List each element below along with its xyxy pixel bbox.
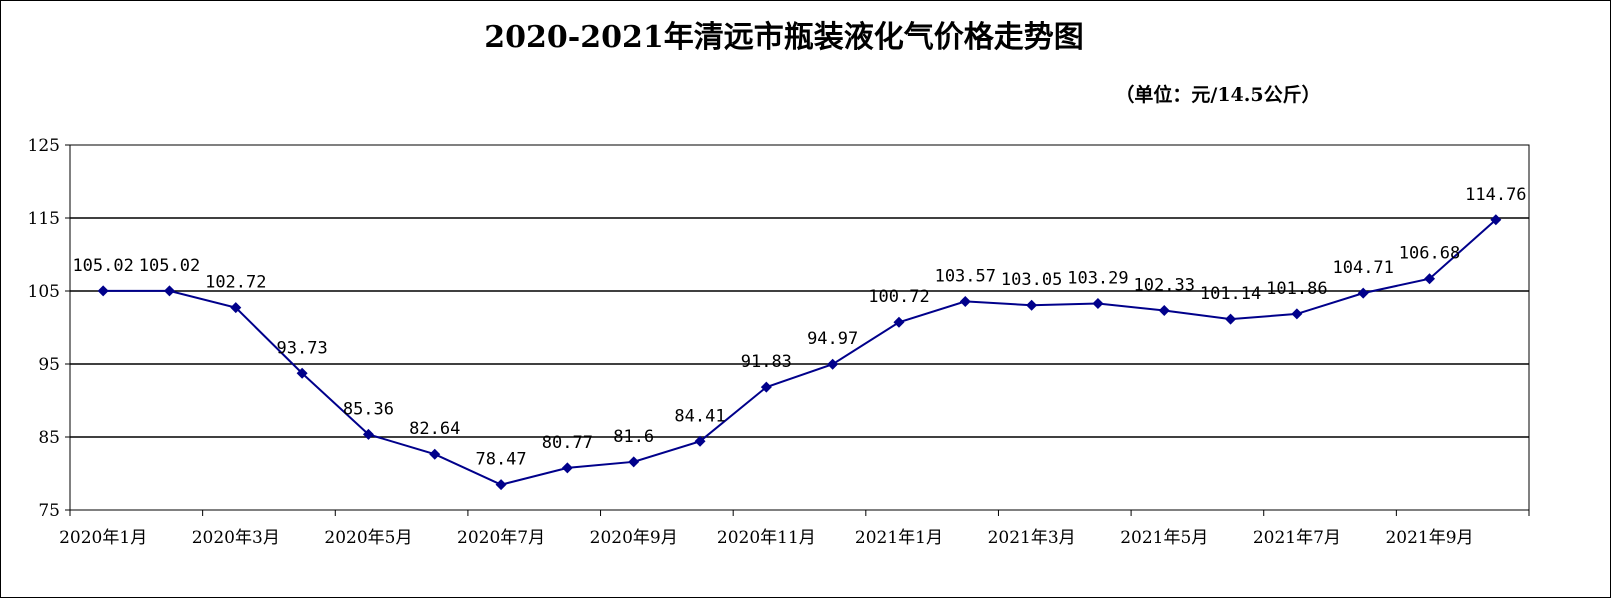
data-point bbox=[163, 285, 175, 297]
data-label: 93.73 bbox=[277, 338, 328, 358]
data-label: 103.57 bbox=[935, 266, 996, 286]
chart-title: 2020-2021年清远市瓶装液化气价格走势图 bbox=[484, 20, 1083, 55]
x-tick-label: 2020年1月 bbox=[59, 528, 147, 548]
x-tick-label: 2021年5月 bbox=[1120, 528, 1208, 548]
data-label: 78.47 bbox=[475, 450, 526, 470]
x-tick-label: 2020年7月 bbox=[457, 528, 545, 548]
data-label: 102.33 bbox=[1134, 275, 1195, 295]
plot-area bbox=[69, 144, 1530, 511]
data-point bbox=[1026, 299, 1038, 311]
data-label: 105.02 bbox=[72, 256, 133, 276]
data-point bbox=[760, 381, 772, 393]
y-tick-label: 125 bbox=[28, 136, 60, 156]
y-tick-label: 105 bbox=[28, 282, 60, 302]
data-label: 94.97 bbox=[807, 329, 858, 349]
x-tick-label: 2021年1月 bbox=[855, 528, 943, 548]
data-point bbox=[296, 367, 308, 379]
y-tick-label: 115 bbox=[28, 209, 60, 229]
data-point bbox=[429, 448, 441, 460]
data-point bbox=[1092, 297, 1104, 309]
data-point bbox=[628, 456, 640, 468]
data-label: 101.14 bbox=[1200, 284, 1261, 304]
data-point bbox=[893, 316, 905, 328]
data-label: 100.72 bbox=[868, 287, 929, 307]
data-point bbox=[1357, 287, 1369, 299]
data-point bbox=[362, 428, 374, 440]
data-point bbox=[1158, 304, 1170, 316]
data-point bbox=[561, 462, 573, 474]
data-point bbox=[827, 358, 839, 370]
data-point bbox=[495, 479, 507, 491]
x-tick-label: 2020年9月 bbox=[590, 528, 678, 548]
x-tick-label: 2020年11月 bbox=[717, 528, 816, 548]
x-tick-label: 2020年3月 bbox=[192, 528, 280, 548]
x-axis: 2020年1月 2020年3月 2020年5月 2020年7月 2020年9月 2020年… bbox=[59, 510, 1530, 548]
data-label: 101.86 bbox=[1266, 279, 1327, 299]
x-tick-label: 2021年9月 bbox=[1385, 528, 1473, 548]
data-label: 105.02 bbox=[139, 256, 200, 276]
x-tick-label: 2020年5月 bbox=[324, 528, 412, 548]
data-point bbox=[1225, 313, 1237, 325]
data-label: 103.05 bbox=[1001, 270, 1062, 290]
data-point bbox=[1291, 308, 1303, 320]
unit-note: （单位：元/14.5公斤） bbox=[1115, 83, 1320, 106]
y-tick-label: 75 bbox=[38, 501, 60, 521]
data-point bbox=[694, 435, 706, 447]
data-label: 80.77 bbox=[542, 433, 593, 453]
y-tick-label: 95 bbox=[38, 355, 60, 375]
data-point bbox=[959, 295, 971, 307]
data-label: 81.6 bbox=[613, 427, 654, 447]
data-label: 114.76 bbox=[1465, 185, 1526, 205]
gridlines bbox=[70, 217, 1529, 438]
price-series bbox=[97, 214, 1502, 491]
data-label: 84.41 bbox=[674, 406, 725, 426]
data-point bbox=[97, 285, 109, 297]
series-line bbox=[103, 219, 1497, 486]
x-tick-label: 2021年3月 bbox=[988, 528, 1076, 548]
data-labels: 105.02 105.02102.7293.7385.3682.6478.4780… bbox=[72, 185, 1526, 470]
data-label: 104.71 bbox=[1332, 258, 1393, 278]
x-tick-label: 2021年7月 bbox=[1253, 528, 1341, 548]
data-label: 102.72 bbox=[205, 273, 266, 293]
data-label: 103.29 bbox=[1067, 268, 1128, 288]
y-axis: 75 85 95 105 115 125 bbox=[28, 136, 70, 521]
data-label: 85.36 bbox=[343, 399, 394, 419]
data-label: 91.83 bbox=[741, 352, 792, 372]
data-label: 82.64 bbox=[409, 419, 460, 439]
data-point bbox=[1424, 273, 1436, 285]
y-tick-label: 85 bbox=[38, 428, 60, 448]
data-point bbox=[1490, 214, 1502, 226]
data-label: 106.68 bbox=[1399, 244, 1460, 264]
data-point bbox=[230, 302, 242, 314]
